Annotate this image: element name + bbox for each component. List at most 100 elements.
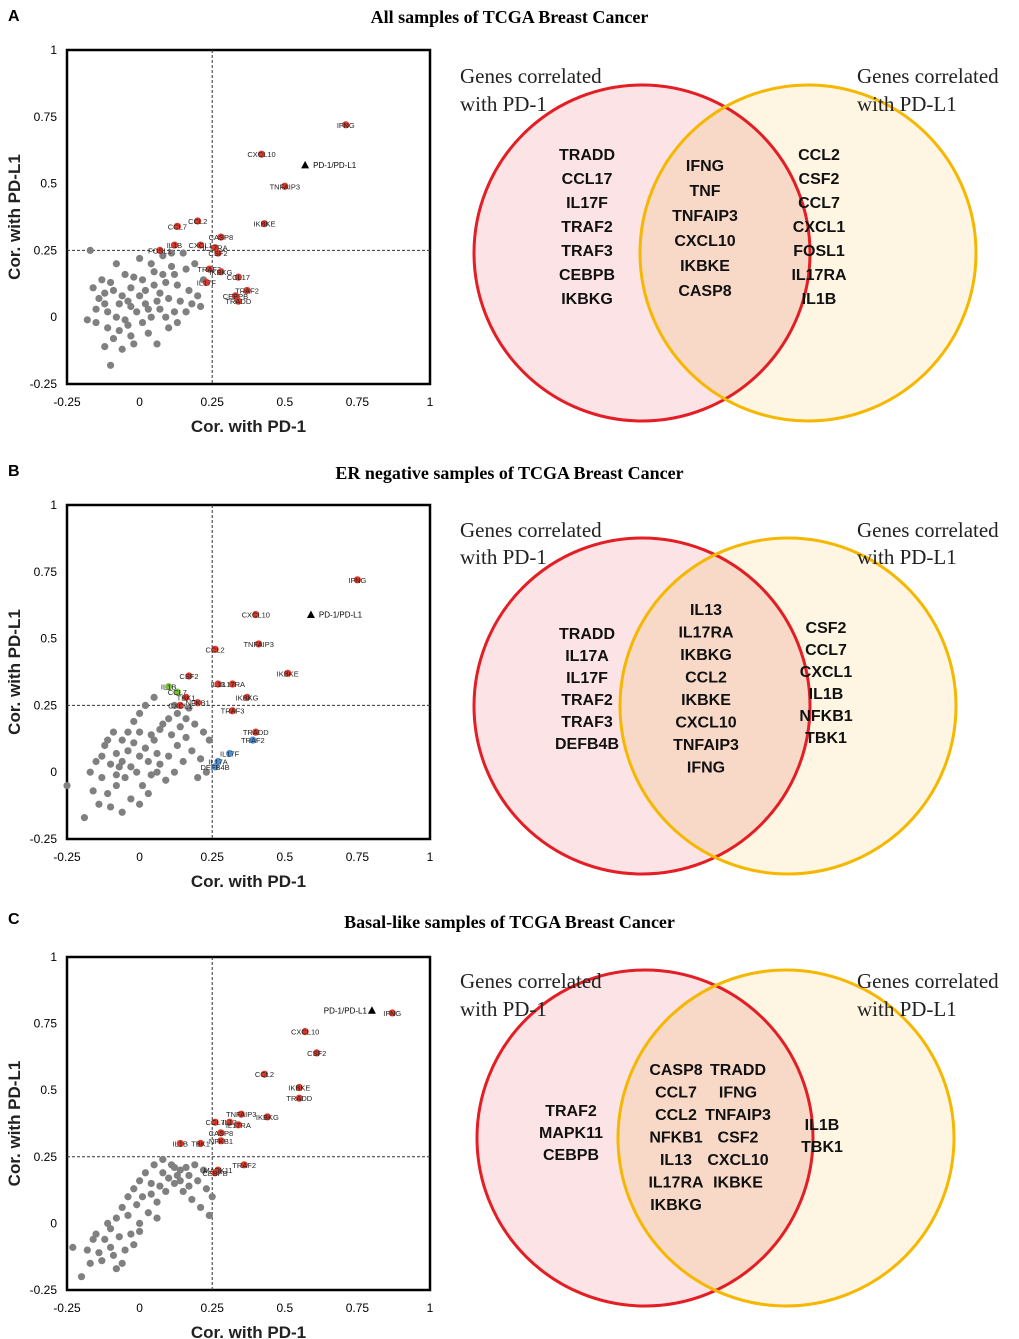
gene-point xyxy=(136,1227,144,1235)
gene-point-il17a xyxy=(214,757,222,766)
gene-point xyxy=(124,747,132,755)
gene-label-ikbkg: IKBKG xyxy=(236,693,259,702)
gene-label-cxcl1: CXCL1 xyxy=(168,701,192,710)
gene-point xyxy=(141,701,150,709)
gene-point xyxy=(150,736,158,744)
venn-gene-ikbke: IKBKE xyxy=(680,258,730,275)
y-tick-label: 0.25 xyxy=(34,1150,58,1164)
gene-label-ccl7: CCL7 xyxy=(206,1118,225,1127)
venn-gene-il17f: IL17F xyxy=(566,195,608,212)
gene-point xyxy=(182,265,190,273)
plot-frame xyxy=(65,503,432,841)
gene-point xyxy=(179,757,187,766)
gene-point xyxy=(179,249,187,257)
gene-label-il1b: IL1B xyxy=(161,683,176,692)
y-tick-label: 1 xyxy=(50,950,57,964)
gene-label-il17f: IL17F xyxy=(197,278,217,287)
venn-gene-ikbkg: IKBKG xyxy=(680,647,732,664)
venn-gene-il17ra: IL17RA xyxy=(791,267,847,284)
gene-point xyxy=(112,1214,120,1222)
venn-gene-fosl1: FOSL1 xyxy=(793,243,845,260)
gene-label-tnfaip3: TNFAIP3 xyxy=(243,640,273,649)
gene-point xyxy=(162,776,170,784)
gene-point xyxy=(95,1249,103,1257)
venn-gene-il13: IL13 xyxy=(660,1152,692,1169)
y-tick-label: 0.75 xyxy=(34,110,58,124)
gene-point xyxy=(185,1182,193,1190)
venn-gene-tradd: TRADD xyxy=(559,626,615,643)
y-tick-label: -0.25 xyxy=(30,377,58,391)
venn-left-ring xyxy=(475,968,815,1308)
x-tick-label: 0.5 xyxy=(276,395,293,409)
panel-b: B ER negative samples of TCGA Breast Can… xyxy=(0,453,1019,903)
gene-point xyxy=(138,1193,147,1201)
gene-point xyxy=(124,1211,132,1220)
venn-gene-defb4b: DEFB4B xyxy=(555,736,619,753)
gene-point-cxcl10 xyxy=(252,610,260,619)
y-tick-label: 0.25 xyxy=(34,698,58,712)
gene-point xyxy=(83,316,91,324)
gene-point-ikbke xyxy=(284,669,292,677)
x-tick-label: 0 xyxy=(136,850,143,864)
venn-diagram-a: Genes correlated with PD-1 Genes correla… xyxy=(460,64,999,423)
gene-point xyxy=(170,1163,179,1172)
gene-point xyxy=(196,1203,205,1212)
gene-point xyxy=(173,281,181,289)
venn-gene-mapk11: MAPK11 xyxy=(539,1125,603,1142)
panel-title: ER negative samples of TCGA Breast Cance… xyxy=(335,463,684,483)
venn-gene-ifng: IFNG xyxy=(686,158,724,175)
gene-point xyxy=(106,1225,115,1233)
gene-point xyxy=(109,286,118,295)
y-tick-label: -0.25 xyxy=(30,1283,58,1297)
y-tick-label: 0 xyxy=(50,1216,57,1230)
gene-point xyxy=(92,305,100,313)
gene-point xyxy=(130,1241,138,1249)
gene-point xyxy=(156,760,164,768)
venn-gene-cxcl10: CXCL10 xyxy=(675,715,736,732)
venn-gene-cebpb: CEBPB xyxy=(543,1147,599,1164)
gene-point xyxy=(118,736,126,744)
panel-c: C Basal-like samples of TCGA Breast Canc… xyxy=(0,903,1019,1339)
gene-point xyxy=(144,789,152,798)
gene-label-traf3: TRAF3 xyxy=(197,265,221,274)
venn-gene-ccl2: CCL2 xyxy=(685,670,727,687)
gene-point xyxy=(130,739,138,747)
x-tick-label: 0.5 xyxy=(276,850,293,864)
gene-point-ikbke xyxy=(260,220,269,228)
gene-point xyxy=(118,345,126,353)
gene-point xyxy=(127,1230,135,1238)
venn-gene-il1b: IL1B xyxy=(802,291,837,308)
gene-label-il17ra: IL17RA xyxy=(226,1121,251,1130)
venn-gene-ikbkg: IKBKG xyxy=(561,291,613,308)
gene-label-il17f: IL17F xyxy=(220,749,240,758)
venn-gene-il17f: IL17F xyxy=(566,670,608,687)
x-tick-label: 0.25 xyxy=(201,850,225,864)
gene-point xyxy=(115,326,123,335)
venn-left-head-2: with PD-1 xyxy=(460,997,547,1021)
venn-right-head-2: with PD-L1 xyxy=(857,545,957,569)
venn-right-ring xyxy=(618,536,958,876)
venn-right-head-1: Genes correlated xyxy=(857,969,999,993)
gene-point-cebpb xyxy=(231,292,240,300)
gene-point xyxy=(101,289,109,297)
gene-point xyxy=(144,757,152,766)
y-axis-label: Cor. with PD-L1 xyxy=(5,154,24,280)
gene-point xyxy=(173,318,181,327)
venn-left-head-2: with PD-1 xyxy=(460,545,547,569)
gene-point xyxy=(144,305,152,313)
gene-point xyxy=(199,728,208,736)
gene-label-cxcl1: CXCL1 xyxy=(188,241,212,250)
gene-point xyxy=(124,321,132,329)
gene-point xyxy=(115,763,123,771)
gene-point-tbk1 xyxy=(196,1139,205,1148)
gene-label-cebpb: CEBPB xyxy=(223,292,248,301)
gene-label-ikbke: IKBKE xyxy=(288,1084,310,1093)
venn-gene-ccl2: CCL2 xyxy=(655,1107,697,1124)
gene-point-casp8 xyxy=(217,233,225,241)
gene-point-il1b xyxy=(165,683,173,691)
venn-overlap xyxy=(640,107,810,399)
gene-point-ikbkg xyxy=(217,268,225,276)
venn-gene-traf2: TRAF2 xyxy=(545,1103,597,1120)
venn-gene-cxcl10: CXCL10 xyxy=(707,1152,768,1169)
gene-point xyxy=(112,771,120,779)
